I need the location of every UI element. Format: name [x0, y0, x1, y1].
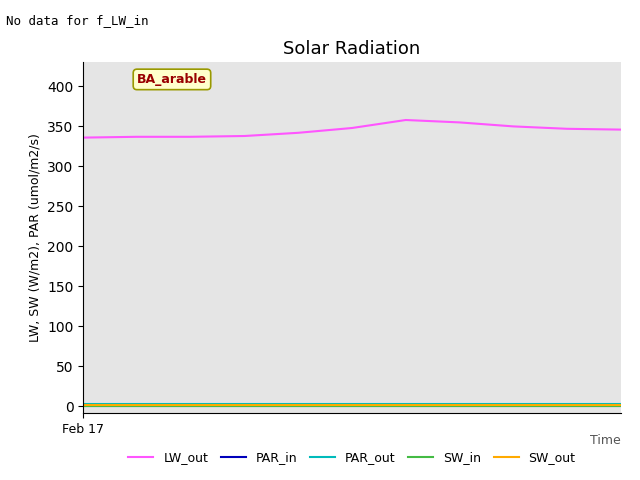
- Text: No data for f_LW_in: No data for f_LW_in: [6, 14, 149, 27]
- SW_out: [348, 402, 356, 408]
- SW_in: [402, 403, 410, 409]
- PAR_out: [402, 401, 410, 407]
- SW_out: [187, 402, 195, 408]
- SW_out: [563, 402, 571, 408]
- SW_out: [241, 402, 248, 408]
- LW_out: [79, 135, 87, 141]
- PAR_in: [79, 403, 87, 409]
- SW_out: [509, 402, 517, 408]
- PAR_out: [509, 401, 517, 407]
- PAR_in: [241, 403, 248, 409]
- Legend: LW_out, PAR_in, PAR_out, SW_in, SW_out: LW_out, PAR_in, PAR_out, SW_in, SW_out: [124, 446, 580, 469]
- SW_in: [348, 403, 356, 409]
- SW_in: [241, 403, 248, 409]
- Y-axis label: LW, SW (W/m2), PAR (umol/m2/s): LW, SW (W/m2), PAR (umol/m2/s): [29, 133, 42, 342]
- SW_in: [563, 403, 571, 409]
- LW_out: [617, 127, 625, 132]
- LW_out: [563, 126, 571, 132]
- SW_in: [79, 403, 87, 409]
- SW_in: [617, 403, 625, 409]
- PAR_in: [187, 403, 195, 409]
- SW_in: [133, 403, 141, 409]
- PAR_out: [617, 401, 625, 407]
- LW_out: [348, 125, 356, 131]
- SW_out: [79, 402, 87, 408]
- LW_out: [402, 117, 410, 123]
- LW_out: [509, 123, 517, 129]
- SW_in: [456, 403, 463, 409]
- PAR_in: [456, 403, 463, 409]
- SW_in: [294, 403, 302, 409]
- PAR_out: [79, 401, 87, 407]
- PAR_out: [241, 401, 248, 407]
- PAR_in: [402, 403, 410, 409]
- Text: BA_arable: BA_arable: [137, 73, 207, 86]
- PAR_in: [509, 403, 517, 409]
- PAR_in: [133, 403, 141, 409]
- Title: Solar Radiation: Solar Radiation: [284, 40, 420, 58]
- SW_in: [187, 403, 195, 409]
- PAR_out: [456, 401, 463, 407]
- Line: LW_out: LW_out: [83, 120, 621, 138]
- LW_out: [133, 134, 141, 140]
- SW_out: [617, 402, 625, 408]
- PAR_out: [563, 401, 571, 407]
- PAR_out: [294, 401, 302, 407]
- PAR_in: [617, 403, 625, 409]
- PAR_out: [348, 401, 356, 407]
- LW_out: [241, 133, 248, 139]
- PAR_out: [187, 401, 195, 407]
- Text: Time: Time: [590, 434, 621, 447]
- SW_out: [402, 402, 410, 408]
- SW_out: [133, 402, 141, 408]
- SW_out: [456, 402, 463, 408]
- LW_out: [294, 130, 302, 136]
- PAR_in: [294, 403, 302, 409]
- SW_in: [509, 403, 517, 409]
- LW_out: [456, 120, 463, 125]
- PAR_in: [563, 403, 571, 409]
- LW_out: [187, 134, 195, 140]
- PAR_in: [348, 403, 356, 409]
- PAR_out: [133, 401, 141, 407]
- SW_out: [294, 402, 302, 408]
